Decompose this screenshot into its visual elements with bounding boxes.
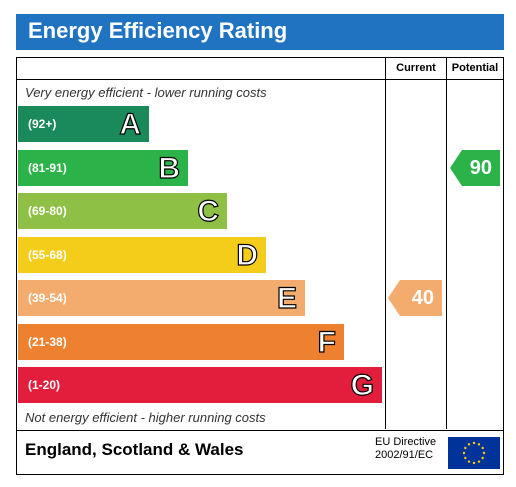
- current-column-header: Current: [396, 62, 436, 74]
- band-letter: F: [317, 325, 337, 359]
- band-letter: E: [276, 281, 297, 315]
- eu-star: [464, 456, 467, 460]
- eu-star: [481, 446, 484, 450]
- potential-rating: 90: [450, 149, 500, 186]
- rating-chart: Current Potential Very energy efficient …: [16, 57, 504, 475]
- eu-star: [464, 446, 467, 450]
- page-title: Energy Efficiency Rating: [28, 18, 288, 43]
- band-letter: A: [119, 107, 142, 141]
- footer-divider: [17, 430, 503, 431]
- footer-region: England, Scotland & Wales: [25, 440, 244, 459]
- eu-star: [472, 441, 476, 445]
- band-f: (21-38) F: [18, 323, 344, 360]
- band-range-label: (55-68): [28, 247, 67, 262]
- bottom-note: Not energy efficient - higher running co…: [25, 410, 266, 425]
- band-range-label: (69-80): [28, 204, 67, 218]
- eu-star: [467, 443, 471, 446]
- potential-rating-value: 90: [469, 156, 492, 179]
- eu-star: [477, 460, 481, 463]
- band-b: (81-91) B: [18, 149, 188, 186]
- eu-star: [462, 451, 466, 455]
- band-g: (1-20) G: [18, 367, 382, 403]
- band-letter: D: [236, 238, 259, 272]
- eu-star: [477, 443, 481, 446]
- band-d: (55-68) D: [18, 236, 266, 273]
- band-letter: B: [158, 151, 181, 185]
- top-note: Very energy efficient - lower running co…: [25, 85, 267, 100]
- eu-directive: EU Directive 2002/91/EC: [375, 436, 436, 462]
- band-range-label: (81-91): [28, 160, 67, 175]
- band-range-label: (92+): [28, 117, 57, 131]
- eu-star: [472, 461, 476, 465]
- eu-directive-line1: EU Directive: [375, 436, 437, 448]
- potential-column-header: Potential: [451, 62, 499, 74]
- band-a: (92+) A: [18, 106, 149, 142]
- band-range-label: (21-38): [28, 334, 67, 349]
- band-c: (69-80) C: [18, 193, 227, 229]
- header-divider: [17, 79, 503, 80]
- band-e: (39-54) E: [18, 280, 305, 316]
- current-rating-value: 40: [411, 287, 434, 309]
- band-letter: G: [350, 368, 375, 402]
- band-range-label: (39-54): [28, 291, 67, 305]
- title-bar: Energy Efficiency Rating: [16, 14, 504, 50]
- eu-star: [467, 460, 471, 463]
- current-column-divider: [385, 58, 386, 429]
- band-range-label: (1-20): [28, 378, 61, 392]
- eu-star: [482, 451, 486, 455]
- eu-star: [481, 456, 484, 460]
- potential-column-divider: [446, 58, 447, 429]
- eu-flag-icon: [448, 437, 500, 469]
- eu-directive-line2: 2002/91/EC: [375, 449, 434, 461]
- band-letter: C: [197, 194, 220, 228]
- current-rating: 40: [388, 280, 442, 316]
